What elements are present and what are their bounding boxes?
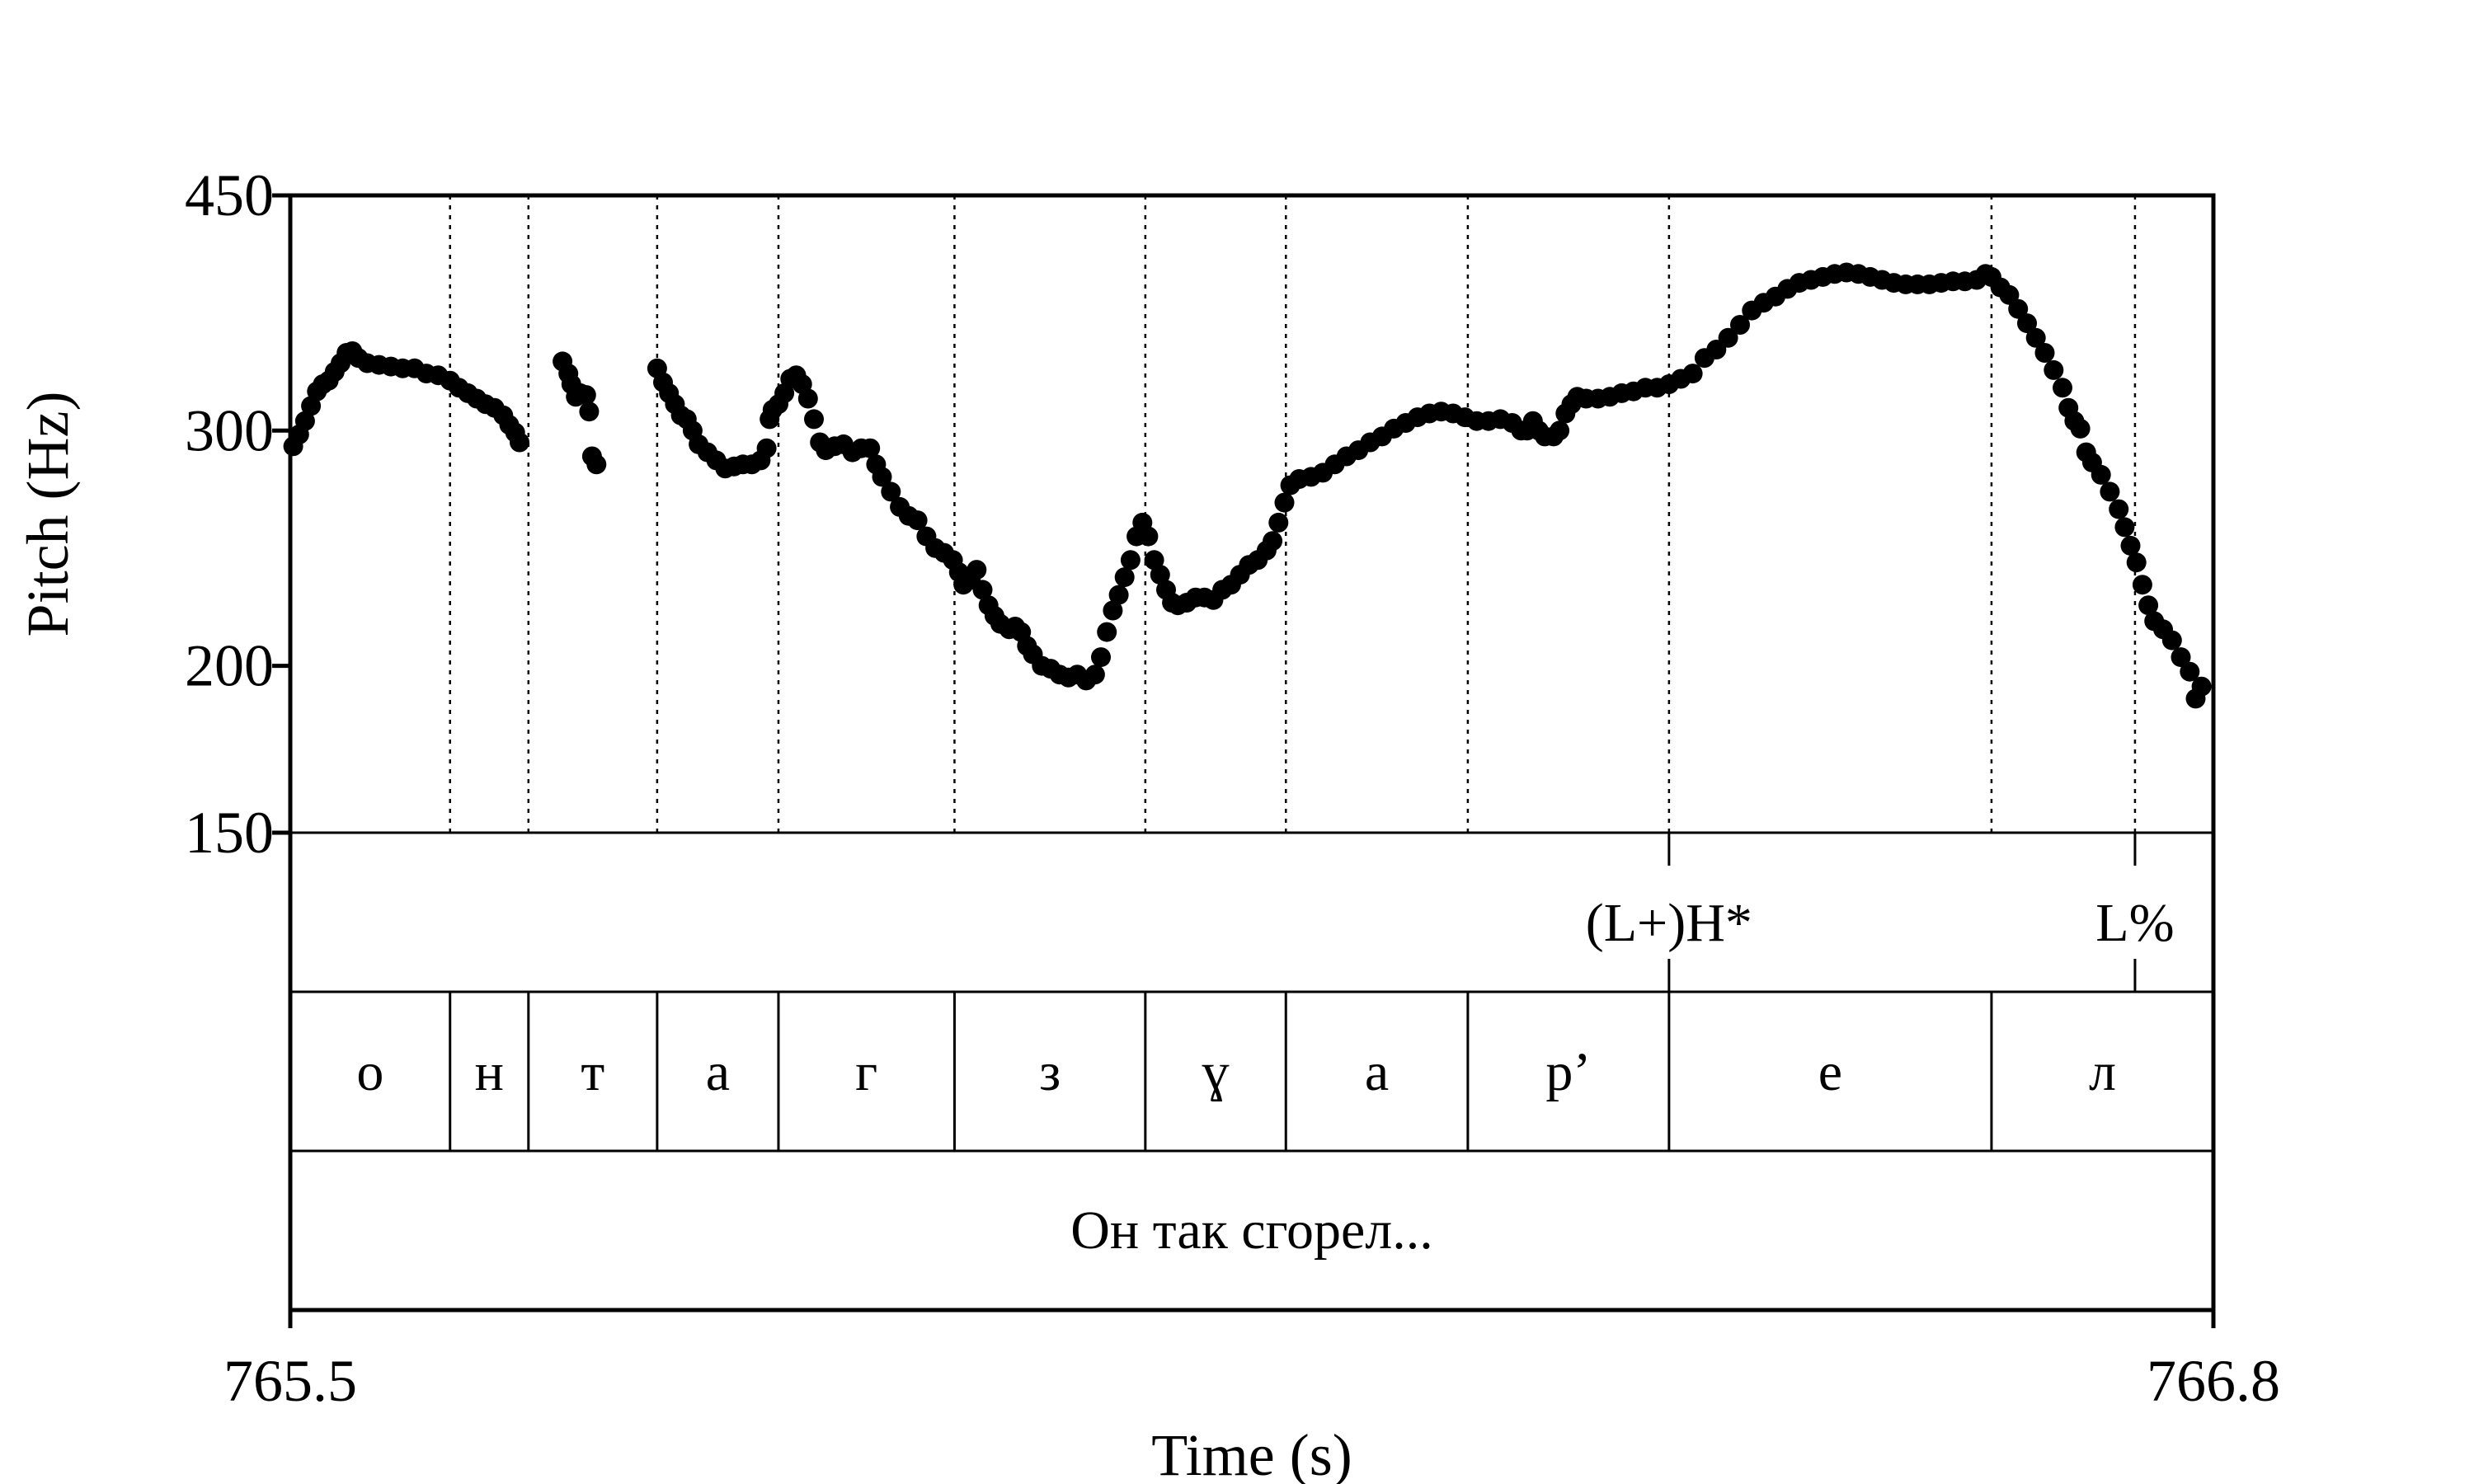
sentence-label: Он так сгорел... <box>1070 1200 1432 1261</box>
pitch-point <box>1120 550 1141 571</box>
x-tick-label: 765.5 <box>223 1348 357 1414</box>
pitch-point <box>2132 575 2152 595</box>
segment-label: ɣ <box>1202 1042 1230 1102</box>
pitch-point <box>1084 665 1105 685</box>
pitch-point <box>2138 595 2159 616</box>
segment-label: г <box>855 1042 877 1102</box>
pitch-point <box>1718 327 1738 348</box>
pitch-point <box>756 438 777 458</box>
segment-boundary-lines <box>449 195 2137 833</box>
pitch-point <box>2070 418 2091 439</box>
segment-label: о <box>356 1042 383 1102</box>
tone-tier: (L+)H* L% <box>1586 833 2175 992</box>
pitch-point <box>2126 552 2147 573</box>
pitch-point <box>1274 492 1295 513</box>
pitch-point <box>972 580 993 600</box>
tone-label: L% <box>2095 893 2174 953</box>
pitch-point <box>294 411 315 431</box>
pitch-point <box>2025 327 2046 348</box>
pitch-point <box>2120 535 2141 556</box>
y-tick-label: 450 <box>185 162 274 228</box>
tone-label: (L+)H* <box>1586 893 1752 953</box>
segment-label: а <box>706 1042 730 1102</box>
pitch-point <box>967 560 987 580</box>
pitch-point <box>2171 647 2191 668</box>
pitch-point <box>1550 420 1570 441</box>
pitch-point <box>2191 676 2212 697</box>
pitch-point <box>1108 585 1129 605</box>
pitch-point <box>1150 565 1170 585</box>
x-axis-title: Time (s) <box>1151 1422 1352 1484</box>
y-tick-label: 150 <box>185 800 274 866</box>
pitch-point <box>1097 622 1117 642</box>
pitch-point <box>2109 499 2129 519</box>
pitch-point <box>2008 298 2029 319</box>
pitch-point <box>1682 364 1703 384</box>
pitch-point <box>2161 630 2182 650</box>
pitch-point <box>2034 343 2055 363</box>
pitch-point <box>2017 313 2037 334</box>
pitch-point <box>1730 315 1750 335</box>
pitch-point <box>907 510 928 531</box>
segment-label: р’ <box>1545 1042 1591 1102</box>
plot-border <box>288 193 2216 1313</box>
pitch-points <box>283 262 2212 709</box>
pitch-point <box>2091 464 2111 485</box>
sentence-tier: Он так сгорел... <box>1070 1200 1432 1261</box>
segment-label: л <box>2089 1042 2116 1102</box>
pitch-point <box>1268 512 1289 533</box>
axes: 150 200 300 450 765.5 766.8 Time (s) Pitch (Hz) <box>15 162 2280 1484</box>
pitch-point <box>2100 481 2120 502</box>
y-tick-label: 200 <box>185 633 274 699</box>
segment-label: е <box>1818 1042 1842 1102</box>
pitch-point <box>1114 567 1135 588</box>
segment-label: з <box>1039 1042 1061 1102</box>
x-tick-label: 766.8 <box>2147 1348 2280 1414</box>
pitch-point <box>510 432 529 453</box>
y-axis-title: Pitch (Hz) <box>15 392 81 637</box>
pitch-point <box>1138 526 1159 547</box>
pitch-point <box>576 385 596 406</box>
pitch-point <box>2053 378 2072 398</box>
segment-label: т <box>581 1042 604 1102</box>
pitch-point <box>860 438 881 458</box>
pitch-point <box>586 454 607 475</box>
pitch-point <box>804 409 824 430</box>
pitch-point <box>579 402 600 422</box>
segment-label: н <box>475 1042 504 1102</box>
pitch-point <box>872 467 892 487</box>
pitch-point <box>2114 517 2135 538</box>
segment-tier: о н т а г з ɣ а р’ е л <box>356 992 2116 1151</box>
pitch-point <box>1263 531 1283 552</box>
pitch-point <box>1103 600 1123 621</box>
y-tick-label: 300 <box>185 397 274 463</box>
plot-frame <box>288 193 2216 1313</box>
pitch-point <box>881 481 901 502</box>
pitch-point <box>2180 661 2200 682</box>
pitch-point <box>797 388 818 409</box>
pitch-point <box>1091 647 1111 668</box>
segment-label: а <box>1365 1042 1389 1102</box>
pitch-point <box>2044 359 2064 380</box>
